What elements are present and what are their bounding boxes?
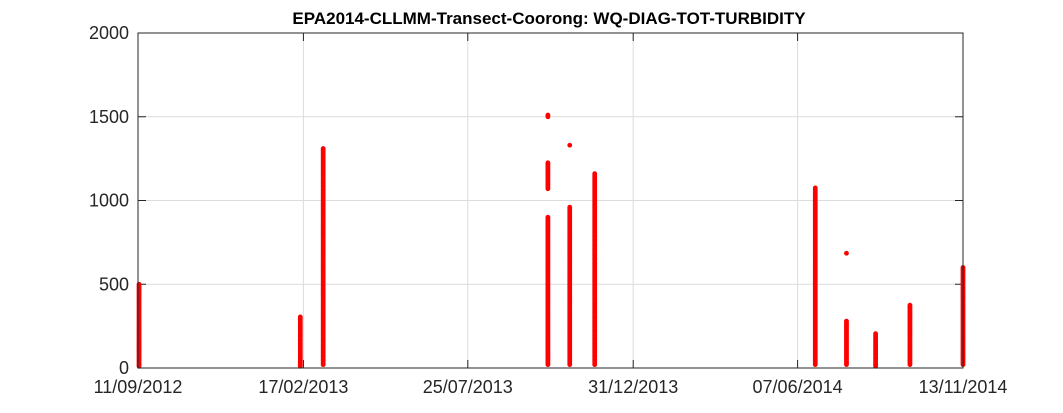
plot-frame bbox=[137, 32, 964, 369]
data-point-fill bbox=[567, 206, 573, 211]
x-tick-label: 07/06/2014 bbox=[753, 377, 843, 397]
x-tick-labels: 11/09/2012 17/02/2013 25/07/2013 31/12/2013… bbox=[94, 377, 1008, 397]
data-point-fill bbox=[545, 161, 551, 167]
y-tick-label: 2000 bbox=[89, 23, 129, 43]
data-point-fill bbox=[812, 187, 818, 192]
data-point-fill bbox=[297, 315, 303, 321]
chart-title: EPA2014-CLLMM-Transect-Coorong: WQ-DIAG-… bbox=[292, 9, 806, 28]
data-point bbox=[567, 142, 573, 148]
y-tick-label: 1000 bbox=[89, 191, 129, 211]
data-point-fill bbox=[136, 283, 142, 289]
data-point-fill bbox=[844, 320, 849, 325]
data-point-fill bbox=[873, 334, 879, 340]
data-point-fill bbox=[907, 304, 913, 309]
data-point-fill bbox=[320, 147, 326, 153]
x-tick-label: 13/11/2014 bbox=[919, 377, 1008, 397]
data-point-fill bbox=[545, 216, 551, 221]
x-tick-label: 25/07/2013 bbox=[423, 377, 513, 397]
y-tick-label: 0 bbox=[119, 358, 129, 378]
y-tick-label: 1500 bbox=[89, 107, 129, 127]
x-tick-label: 17/02/2013 bbox=[258, 377, 348, 397]
x-tick-label: 11/09/2012 bbox=[94, 377, 183, 397]
grid-lines bbox=[138, 33, 963, 368]
data-points bbox=[136, 112, 966, 369]
y-tick-labels: 0 500 1000 1500 2000 bbox=[89, 23, 129, 378]
data-point bbox=[844, 250, 849, 256]
x-tick-label: 31/12/2013 bbox=[588, 377, 678, 397]
data-point bbox=[545, 112, 551, 118]
data-point-fill bbox=[592, 172, 598, 178]
y-tick-label: 500 bbox=[99, 274, 129, 294]
